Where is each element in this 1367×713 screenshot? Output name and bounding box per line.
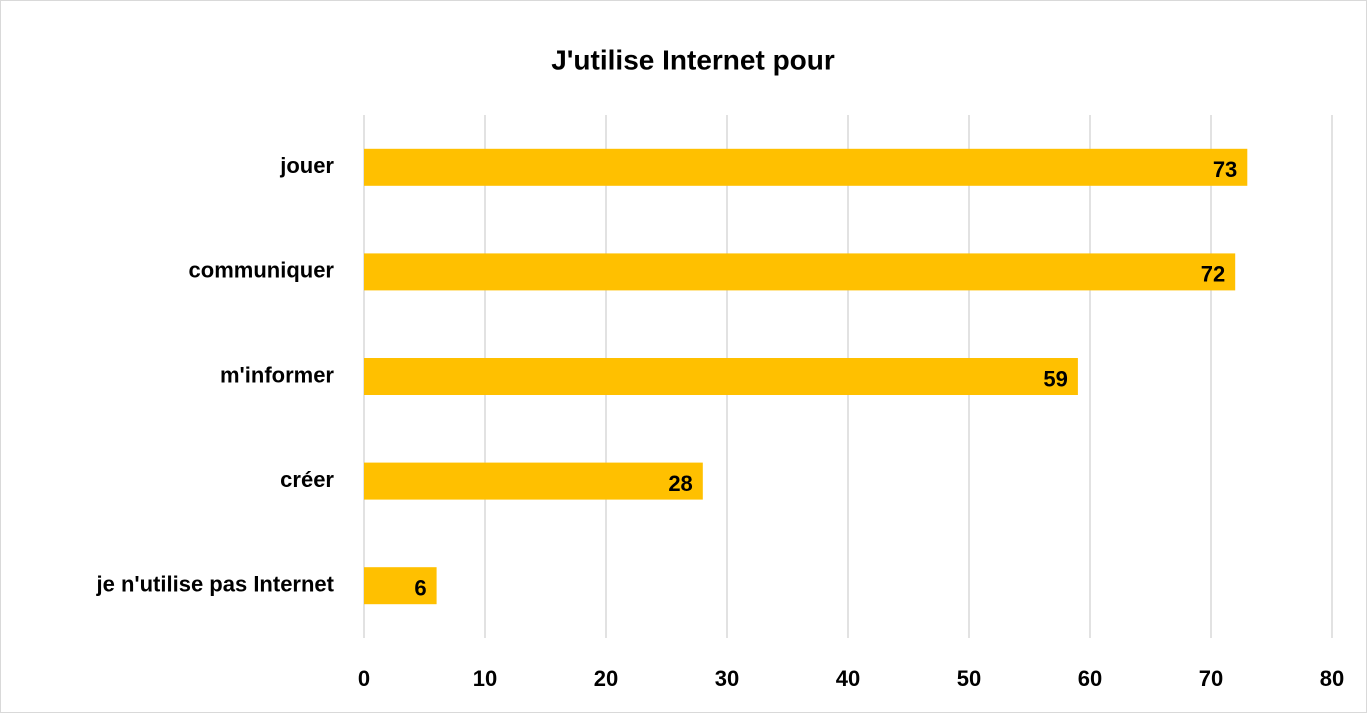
bar <box>364 462 703 500</box>
y-tick-label: jouer <box>279 153 334 178</box>
data-label: 28 <box>668 471 692 496</box>
x-tick-label: 60 <box>1078 666 1102 691</box>
x-tick-label: 50 <box>957 666 981 691</box>
x-tick-label: 0 <box>358 666 370 691</box>
bar <box>364 253 1236 291</box>
x-tick-label: 20 <box>594 666 618 691</box>
data-label: 59 <box>1043 366 1067 391</box>
x-tick-label: 40 <box>836 666 860 691</box>
chart-title: J'utilise Internet pour <box>551 44 835 75</box>
bar <box>364 148 1248 186</box>
data-label: 73 <box>1213 157 1237 182</box>
x-tick-label: 70 <box>1199 666 1223 691</box>
bar <box>364 567 437 605</box>
x-tick-label: 30 <box>715 666 739 691</box>
bar <box>364 358 1078 395</box>
x-tick-label: 80 <box>1320 666 1344 691</box>
y-tick-label: créer <box>280 467 334 492</box>
y-tick-label: communiquer <box>189 258 335 283</box>
y-tick-label: je n'utilise pas Internet <box>95 572 334 597</box>
data-label: 72 <box>1201 262 1225 287</box>
y-tick-label: m'informer <box>220 362 334 387</box>
data-label: 6 <box>414 576 426 601</box>
x-tick-label: 10 <box>473 666 497 691</box>
